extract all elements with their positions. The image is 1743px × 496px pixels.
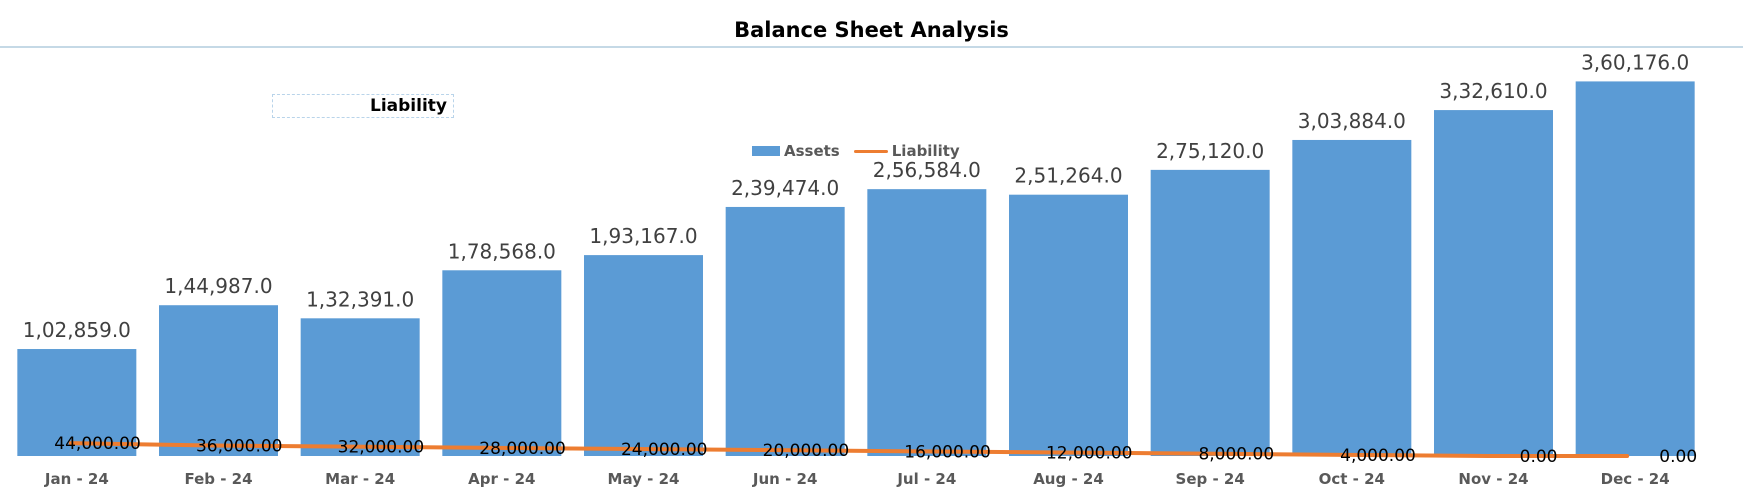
legend-swatch-liability [853,149,888,153]
chart-title: Balance Sheet Analysis [734,18,1009,42]
liability-value-label-5: 24,000.00 [621,440,708,460]
legend-label-assets: Assets [784,142,840,160]
liability-value-label-1: 44,000.00 [54,434,141,454]
assets-value-label-5: 1,93,167.0 [589,224,697,248]
x-tick-label-11: Nov - 24 [1458,470,1528,488]
liability-data-labels: 44,000.00 36,000.00 32,000.00 28,000.00 24,0… [54,434,1697,467]
x-tick-label-10: Oct - 24 [1319,470,1385,488]
assets-data-labels: 1,02,859.0 1,44,987.0 1,32,391.0 1,78,568.0… [23,50,1689,342]
x-axis-tick-labels: Jan - 24 Feb - 24 Mar - 24 Apr - 24 May - 24… [44,470,1670,488]
assets-value-label-11: 3,32,610.0 [1439,79,1547,103]
title-divider [0,46,1743,48]
liability-line[interactable] [68,441,1630,458]
legend-label-liability: Liability [891,142,960,160]
assets-value-label-9: 2,75,120.0 [1156,139,1264,163]
liability-value-label-11: 0.00 [1520,447,1558,467]
assets-bar-4[interactable] [442,270,562,456]
liability-value-label-6: 20,000.00 [763,441,850,461]
assets-bar-7[interactable] [867,189,987,456]
x-tick-label-8: Aug - 24 [1033,470,1104,488]
assets-value-label-1: 1,02,859.0 [23,318,131,342]
assets-bar-12[interactable] [1575,81,1695,456]
legend-item-assets: Assets [752,142,840,160]
liability-value-label-9: 8,000.00 [1198,445,1274,465]
x-tick-label-1: Jan - 24 [44,470,109,488]
assets-bar-1[interactable] [17,349,137,456]
chart-legend: Assets Liability [752,140,974,162]
liability-value-label-12: 0.00 [1659,447,1697,467]
assets-bar-10[interactable] [1292,139,1412,457]
liability-value-label-4: 28,000.00 [479,439,566,459]
assets-bar-11[interactable] [1434,110,1553,456]
x-tick-label-12: Dec - 24 [1601,470,1670,488]
assets-bar-5[interactable] [584,255,703,456]
assets-value-label-10: 3,03,884.0 [1298,109,1406,133]
assets-value-label-8: 2,51,264.0 [1014,164,1122,188]
x-tick-label-3: Mar - 24 [325,470,395,488]
x-tick-label-7: Jul - 24 [896,470,956,488]
assets-value-label-6: 2,39,474.0 [731,176,839,200]
x-tick-label-4: Apr - 24 [468,470,535,488]
assets-bars [17,81,1695,457]
legend-swatch-assets [752,146,780,156]
liability-annotation-box[interactable]: Liability [272,94,454,118]
assets-bar-8[interactable] [1009,194,1128,457]
liability-value-label-10: 4,000.00 [1340,446,1416,466]
legend-item-liability: Liability [853,142,960,160]
assets-bar-2[interactable] [159,305,278,456]
x-tick-label-6: Jun - 24 [752,470,817,488]
x-tick-label-5: May - 24 [608,470,680,488]
liability-value-label-7: 16,000.00 [904,442,991,462]
liability-line-series [68,441,1630,458]
x-tick-label-9: Sep - 24 [1176,470,1245,488]
assets-value-label-12: 3,60,176.0 [1581,50,1689,74]
assets-value-label-4: 1,78,568.0 [448,239,556,263]
assets-value-label-3: 1,32,391.0 [306,287,414,311]
assets-value-label-7: 2,56,584.0 [873,158,981,182]
liability-value-label-8: 12,000.00 [1046,444,1133,464]
assets-bar-9[interactable] [1150,169,1270,457]
assets-bar-3[interactable] [300,318,420,456]
x-tick-label-2: Feb - 24 [184,470,252,488]
liability-value-label-2: 36,000.00 [196,437,283,457]
assets-bar-6[interactable] [725,206,845,456]
assets-value-label-2: 1,44,987.0 [164,274,272,298]
liability-value-label-3: 32,000.00 [338,438,425,458]
